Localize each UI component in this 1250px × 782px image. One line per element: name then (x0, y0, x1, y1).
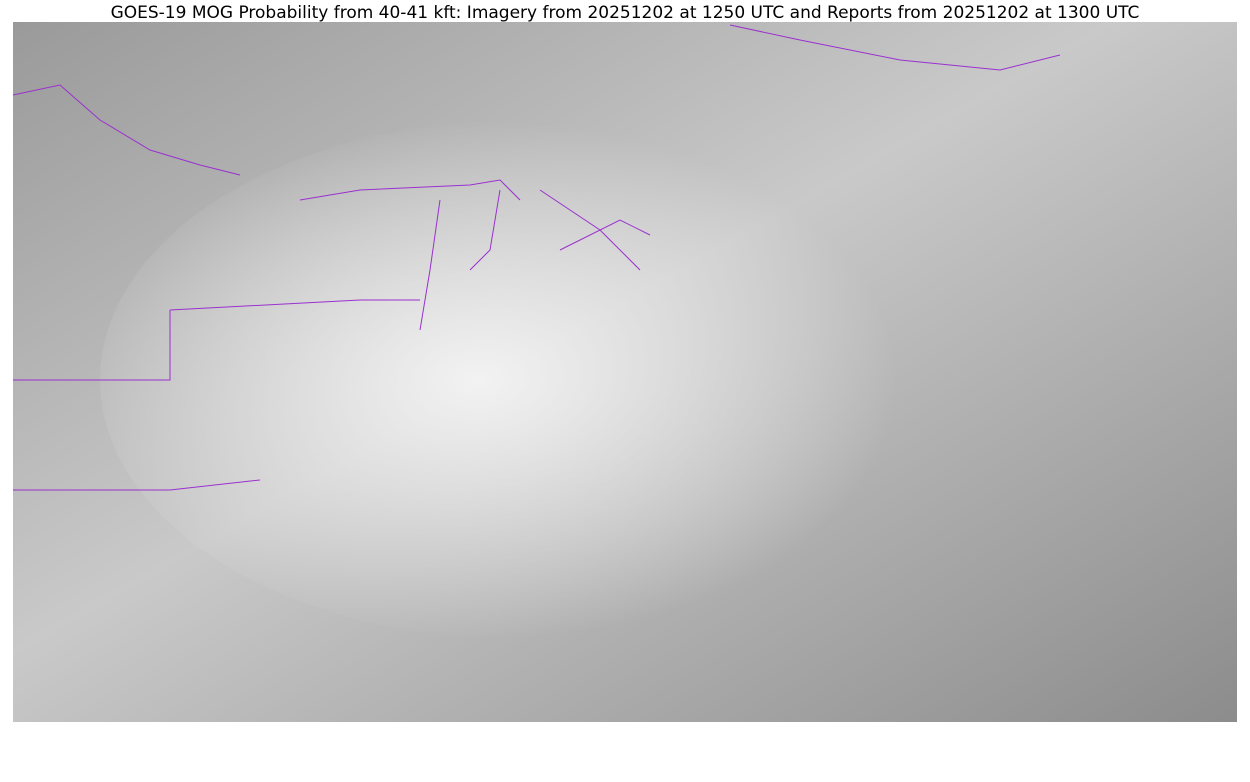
borders (12, 24, 1061, 491)
title: GOES-19 MOG Probability from 40-41 kft: … (111, 3, 1140, 23)
cloud-shield (100, 120, 940, 640)
